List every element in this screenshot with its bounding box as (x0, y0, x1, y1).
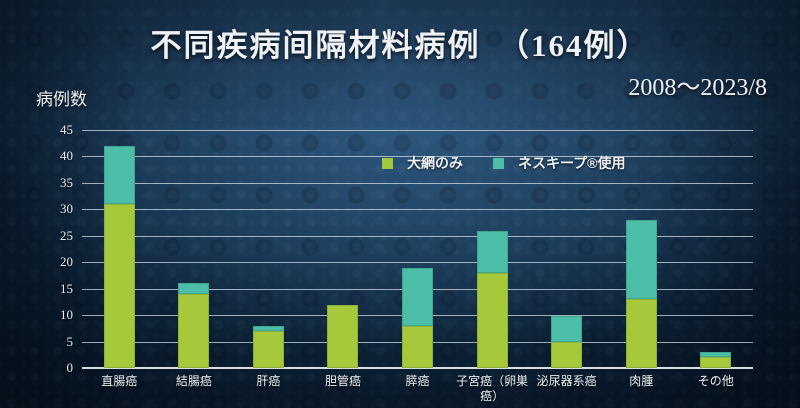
bar-column-3 (231, 326, 306, 368)
bar-segment-teal (700, 352, 732, 357)
bar-segment-green (178, 294, 210, 368)
bar-segment-green (700, 357, 732, 368)
bar-column-9 (679, 352, 754, 368)
bar-segment-teal (476, 231, 508, 273)
stacked-bar-7 (551, 316, 583, 368)
x-axis-labels: 直腸癌 結腸癌 肝癌 胆管癌 膵癌 子宮癌（卵巣癌） 泌尿器系癌 肉腫 その他 (82, 374, 753, 404)
slide-title: 不同疾病间隔材料病例 （164例） (150, 28, 650, 63)
x-tick-label-1: 直腸癌 (101, 374, 138, 388)
bar-column-7 (529, 316, 604, 368)
bar-segment-teal (551, 316, 583, 342)
legend: 大網のみ ネスキープ®使用 (382, 153, 625, 173)
gridline (82, 130, 753, 131)
bar-column-4 (306, 305, 381, 368)
bar-segment-green (327, 305, 359, 368)
bar-segment-green (625, 299, 657, 368)
bar-segment-teal (103, 146, 135, 204)
x-tick-label-5: 膵癌 (405, 374, 430, 388)
bar-column-8 (604, 220, 679, 368)
bar-segment-green (252, 331, 284, 368)
bar-column-5 (380, 268, 455, 368)
gridline (82, 156, 753, 158)
legend-item-neskeep: ネスキープ®使用 (493, 153, 625, 173)
bar-segment-green (476, 273, 508, 368)
bar-segment-teal (178, 283, 210, 294)
bar-column-1 (82, 146, 157, 368)
y-tick-label-10: 10 (60, 307, 73, 323)
gridline (82, 209, 753, 211)
stacked-bar-2 (178, 283, 210, 368)
x-tick-label-4: 胆管癌 (324, 374, 361, 388)
bar-segment-teal (402, 268, 434, 326)
y-tick-label-20: 20 (60, 254, 73, 270)
stacked-bar-5 (402, 268, 434, 368)
legend-label-neskeep: ネスキープ®使用 (518, 155, 626, 171)
stacked-bar-8 (625, 220, 657, 368)
y-axis-title: 病例数 (36, 90, 87, 109)
bar-segment-green (402, 326, 434, 368)
bar-column-2 (157, 283, 232, 368)
y-tick-label-25: 25 (60, 227, 73, 243)
legend-label-omentum-only: 大網のみ (407, 155, 463, 171)
y-tick-label-30: 30 (60, 201, 73, 217)
legend-swatch-teal (493, 157, 504, 169)
date-range-subtitle: 2008～2023/8 (628, 75, 767, 101)
bar-segment-teal (252, 326, 284, 331)
bars (82, 130, 753, 368)
x-tick-label-3: 肝癌 (256, 374, 281, 388)
legend-swatch-green (382, 157, 393, 169)
x-tick-label-6: 子宮癌（卵巣癌） (456, 374, 529, 403)
x-axis-line (82, 367, 753, 369)
x-tick-label-8: 肉腫 (629, 374, 654, 388)
stacked-bar-6 (476, 231, 508, 368)
bar-column-6 (455, 231, 530, 368)
y-tick-label-5: 5 (66, 333, 74, 349)
x-tick-label-9: その他 (697, 374, 734, 388)
stacked-bar-3 (252, 326, 284, 368)
y-tick-label-0: 0 (66, 360, 74, 375)
y-tick-label-45: 45 (60, 122, 73, 137)
plot-area: 大網のみ ネスキープ®使用 0 5 10 15 20 25 30 35 40 45 (60, 122, 753, 375)
x-tick-label-2: 結腸癌 (175, 374, 212, 388)
bar-segment-green (103, 204, 135, 368)
stacked-bar-9 (700, 352, 732, 368)
legend-item-omentum-only: 大網のみ (382, 153, 463, 173)
gridline (82, 262, 753, 264)
y-tick-label-35: 35 (60, 174, 73, 190)
bar-segment-green (551, 342, 583, 368)
gridline (82, 182, 753, 184)
gridline (82, 235, 753, 237)
y-tick-label-15: 15 (60, 280, 73, 296)
x-tick-label-7: 泌尿器系癌 (536, 374, 597, 388)
stacked-bar-4 (327, 305, 359, 368)
stacked-bar-1 (103, 146, 135, 368)
y-tick-label-40: 40 (60, 148, 73, 164)
bar-segment-teal (625, 220, 657, 299)
